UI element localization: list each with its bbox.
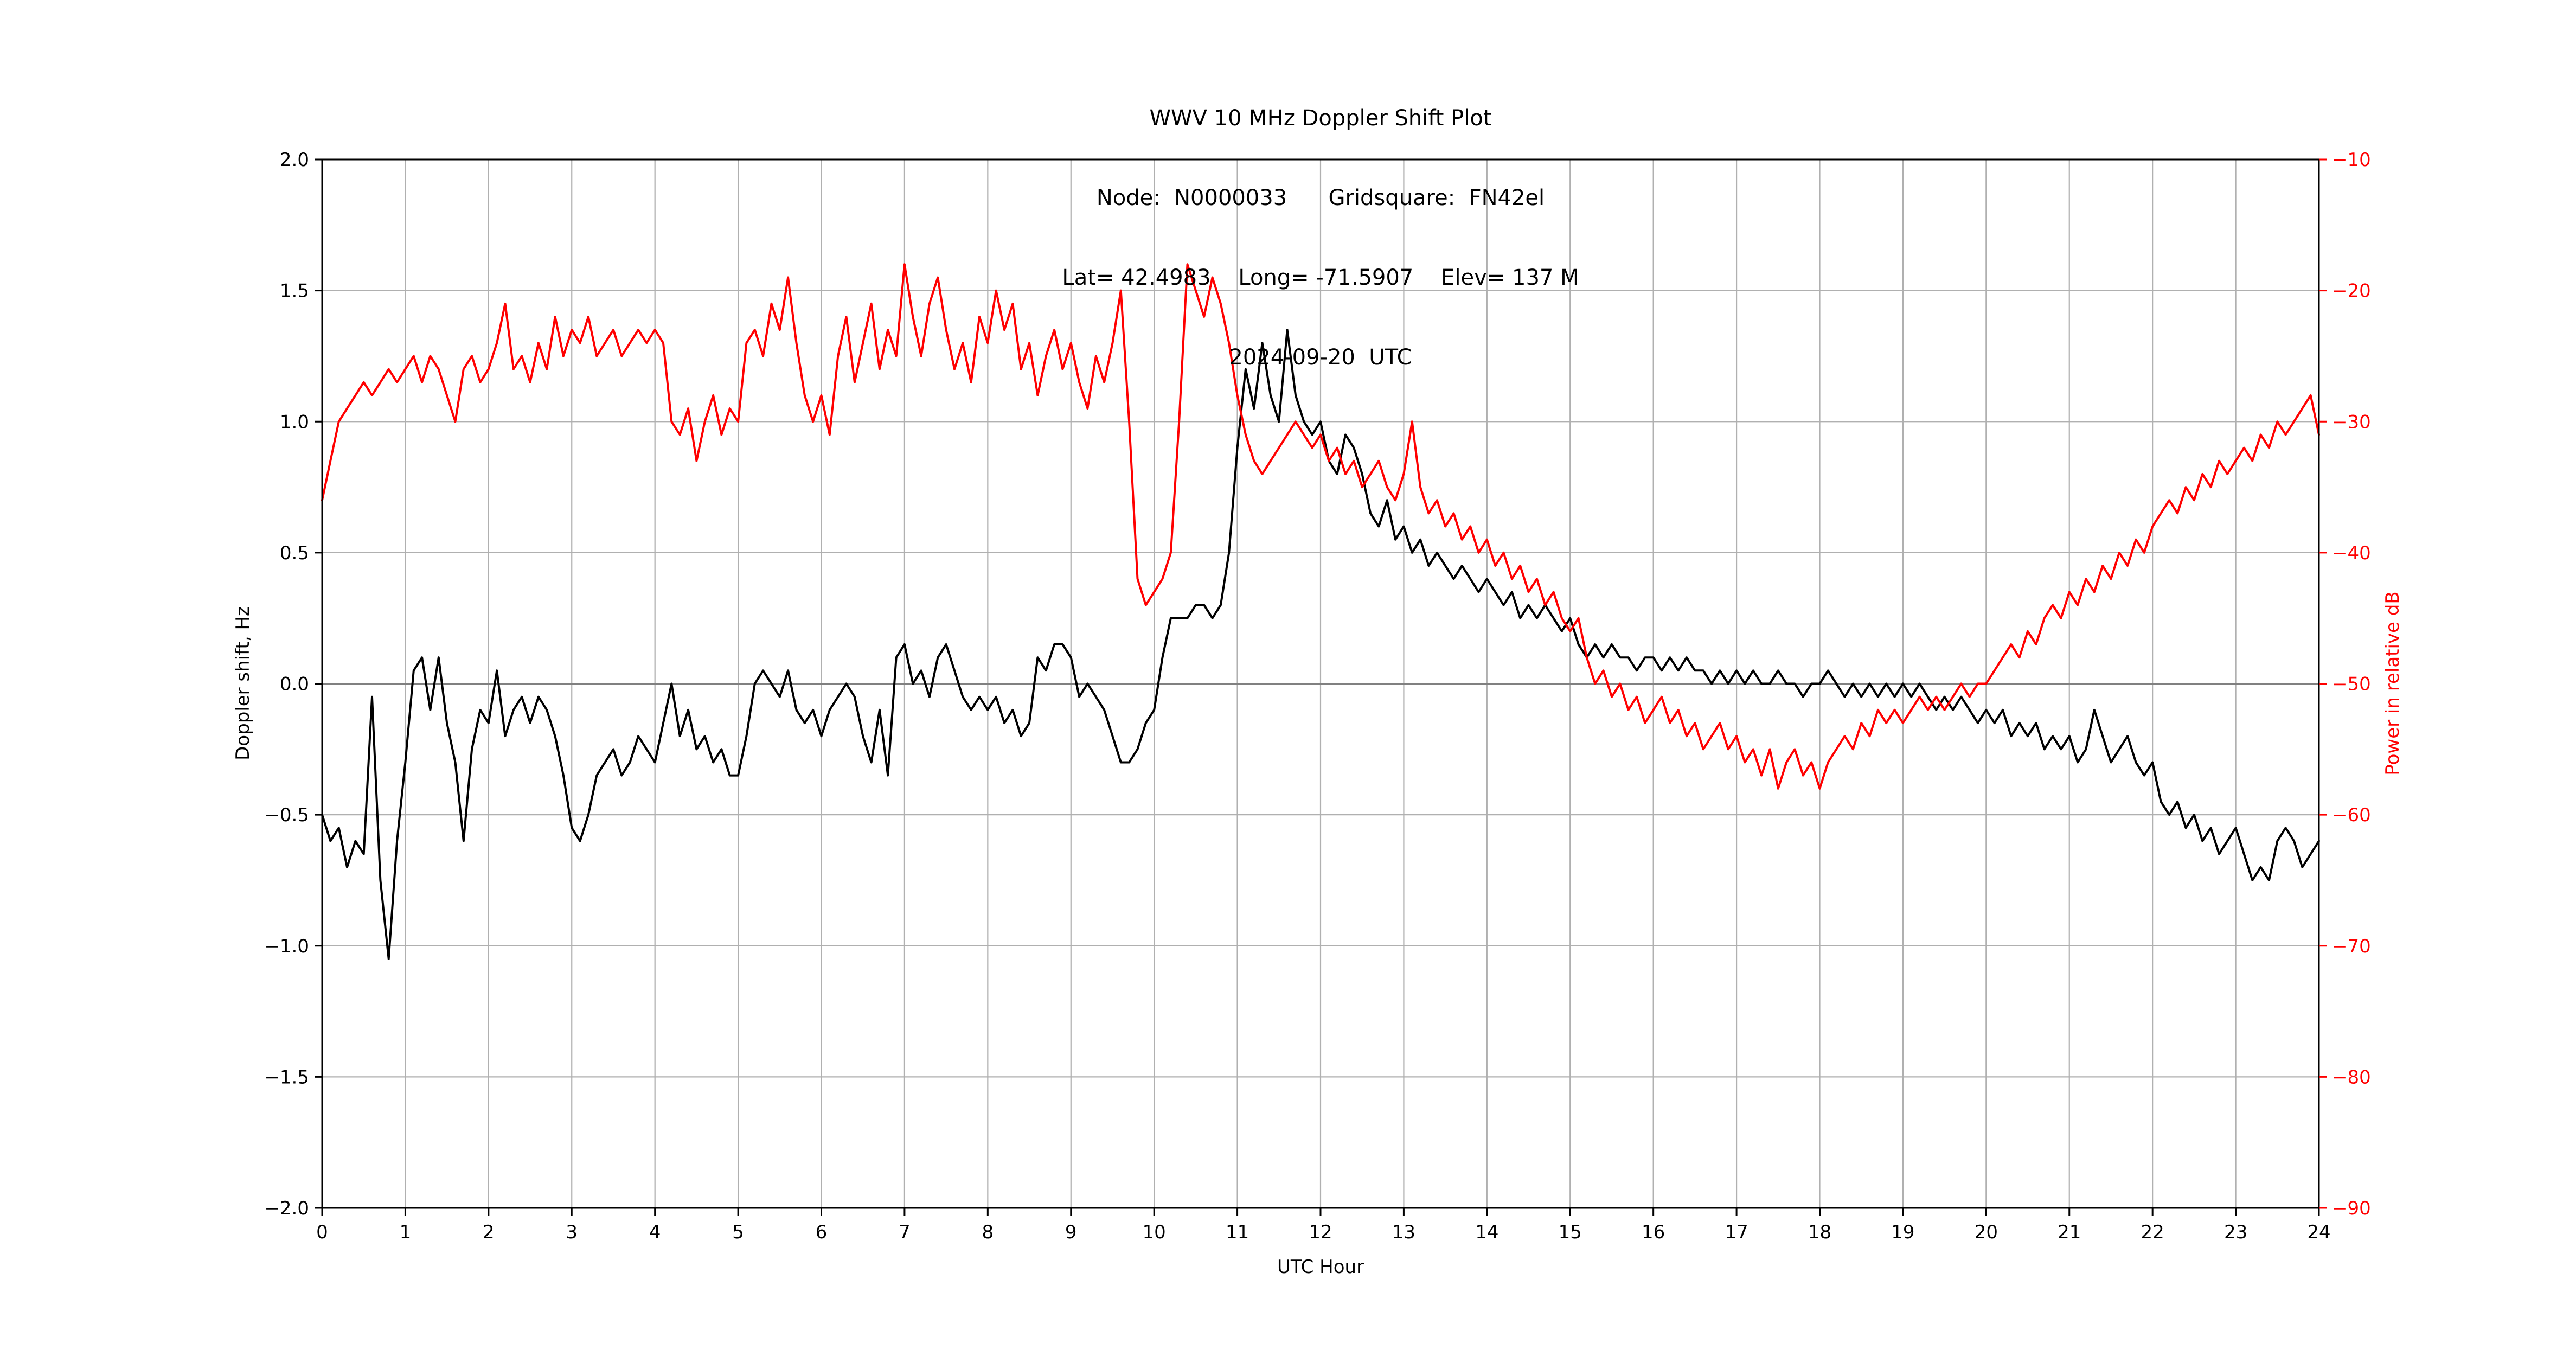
y-right-tick-label: −40 <box>2332 542 2371 564</box>
y-right-tick-label: −20 <box>2332 280 2371 302</box>
y-axis-label-right: Power in relative dB <box>2382 591 2404 776</box>
power-line <box>321 263 2320 790</box>
x-tick-label: 19 <box>1891 1221 1914 1243</box>
y-left-tick-label: 0.0 <box>280 674 309 695</box>
y-right-tick-label: −10 <box>2332 149 2371 171</box>
chart-subtitle-date: 2024-09-20 UTC <box>1229 345 1412 370</box>
x-tick-label: 15 <box>1559 1221 1582 1243</box>
y-right-tick-label: −90 <box>2332 1198 2371 1219</box>
y-right-tick-label: −70 <box>2332 936 2371 957</box>
y-left-tick-label: 2.0 <box>280 149 309 171</box>
x-tick-label: 22 <box>2141 1221 2164 1243</box>
x-tick-label: 24 <box>2307 1221 2330 1243</box>
x-tick-label: 12 <box>1309 1221 1332 1243</box>
x-tick-label: 13 <box>1392 1221 1415 1243</box>
y-right-tick-label: −50 <box>2332 674 2371 695</box>
x-tick-label: 1 <box>400 1221 412 1243</box>
x-tick-label: 17 <box>1725 1221 1748 1243</box>
chart-subtitle-location: Lat= 42.4983 Long= -71.5907 Elev= 137 M <box>1062 265 1579 290</box>
x-tick-label: 8 <box>982 1221 994 1243</box>
chart-subtitle-node: Node: N0000033 Gridsquare: FN42el <box>1096 186 1545 210</box>
y-right-tick-label: −80 <box>2332 1066 2371 1088</box>
x-tick-label: 14 <box>1475 1221 1498 1243</box>
y-axis-label-left: Doppler shift, Hz <box>232 606 254 760</box>
y-left-tick-label: −2.0 <box>264 1198 309 1219</box>
x-tick-label: 11 <box>1226 1221 1249 1243</box>
x-tick-label: 3 <box>566 1221 578 1243</box>
x-tick-label: 20 <box>1975 1221 1998 1243</box>
x-tick-label: 2 <box>483 1221 495 1243</box>
x-tick-label: 23 <box>2224 1221 2247 1243</box>
x-tick-label: 21 <box>2058 1221 2081 1243</box>
x-tick-label: 5 <box>732 1221 744 1243</box>
x-tick-label: 4 <box>649 1221 661 1243</box>
y-left-tick-label: −1.0 <box>264 936 309 957</box>
x-tick-label: 18 <box>1808 1221 1831 1243</box>
x-tick-label: 16 <box>1642 1221 1665 1243</box>
y-left-tick-label: −0.5 <box>264 804 309 826</box>
chart-title: WWV 10 MHz Doppler Shift Plot <box>1149 106 1492 131</box>
x-tick-label: 0 <box>316 1221 328 1243</box>
y-left-tick-label: 1.0 <box>280 411 309 433</box>
y-left-tick-label: −1.5 <box>264 1066 309 1088</box>
y-right-tick-label: −60 <box>2332 804 2371 826</box>
chart-title-block: WWV 10 MHz Doppler Shift Plot Node: N000… <box>1062 52 1579 424</box>
y-right-tick-label: −30 <box>2332 411 2371 433</box>
y-left-tick-label: 1.5 <box>280 280 309 302</box>
doppler-shift-line <box>321 329 2320 960</box>
y-left-tick-label: 0.5 <box>280 542 309 564</box>
x-tick-label: 6 <box>816 1221 828 1243</box>
x-tick-label: 9 <box>1065 1221 1077 1243</box>
x-axis-label: UTC Hour <box>1277 1256 1364 1278</box>
x-tick-label: 10 <box>1143 1221 1166 1243</box>
x-tick-label: 7 <box>899 1221 911 1243</box>
